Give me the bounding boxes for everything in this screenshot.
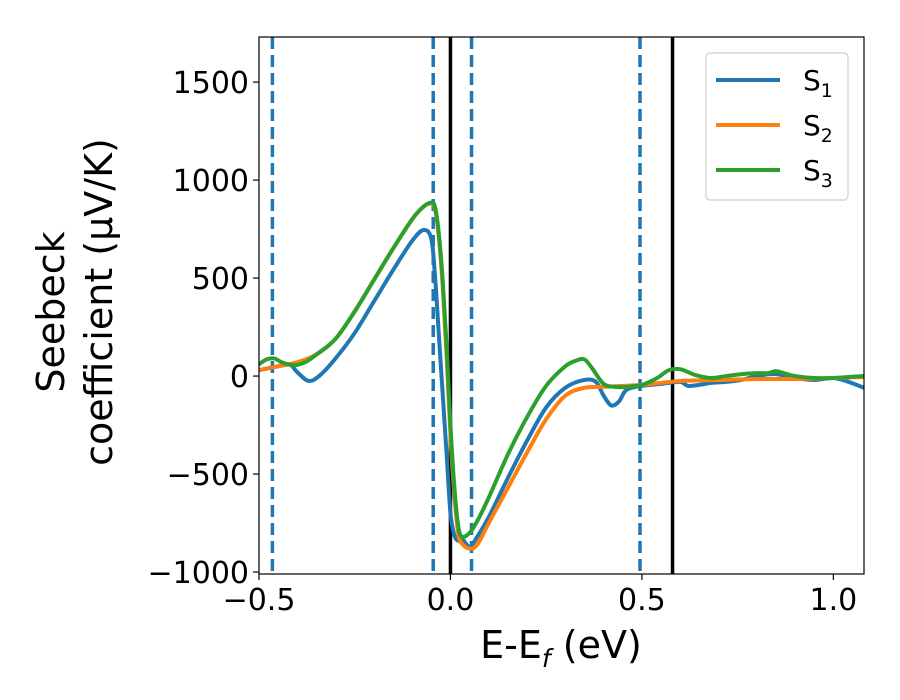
y-axis-title-line2: coefficient (μV/K)	[77, 138, 121, 466]
x-axis-title-main: E-E	[480, 623, 542, 667]
series-line-s1	[259, 228, 864, 549]
y-axis-ticks: −1000 −500 0 500 1000 1500	[148, 66, 259, 591]
y-tick-label: 0	[230, 360, 249, 395]
legend-items: S1 S2 S3	[716, 64, 833, 192]
y-axis-title-line1: Seebeck	[29, 231, 73, 392]
x-tick-label: 1.0	[810, 583, 858, 618]
x-tick-label: −0.5	[223, 583, 296, 618]
plot-frame	[258, 36, 865, 575]
y-tick-label: 500	[192, 262, 249, 297]
series-line-s3	[259, 200, 864, 540]
y-axis-title: Seebeck coefficient (μV/K)	[29, 138, 121, 466]
x-axis-title-unit: (eV)	[551, 623, 642, 667]
y-tick-label: −500	[167, 458, 249, 493]
legend: S1 S2 S3	[705, 52, 849, 201]
x-tick-label: 0.5	[618, 583, 666, 618]
y-tick-label: 1000	[173, 164, 249, 199]
legend-label-s1: S1	[803, 64, 833, 102]
x-axis-title: E-Ef (eV)	[480, 623, 642, 673]
legend-label-s2: S2	[803, 109, 833, 147]
x-axis-ticks: −0.5 0.0 0.5 1.0	[223, 574, 858, 618]
series-lines	[259, 200, 864, 551]
y-tick-label: −1000	[148, 556, 249, 591]
vertical-reference-lines	[270, 37, 675, 574]
x-tick-label: 0.0	[427, 583, 475, 618]
legend-label-s3: S3	[803, 154, 833, 192]
y-tick-label: 1500	[173, 66, 249, 101]
